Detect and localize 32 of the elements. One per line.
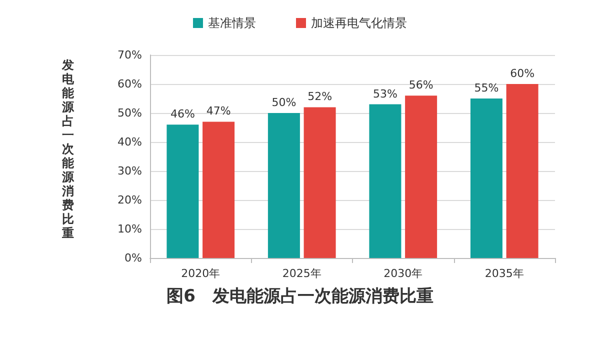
bar	[405, 96, 438, 258]
y-tick-label: 10%	[118, 222, 142, 236]
data-label: 47%	[206, 104, 231, 118]
data-label: 56%	[408, 78, 434, 92]
text: 发电能源占一次能源消费比重	[62, 58, 74, 240]
y-tick-label: 60%	[118, 78, 142, 90]
data-label: 52%	[308, 90, 332, 104]
bar	[470, 98, 502, 258]
text: 图6 发电能源占一次能源消费比重	[166, 286, 434, 306]
y-tick-label: 30%	[118, 164, 142, 178]
y-tick-label: 20%	[118, 194, 142, 206]
data-label: 50%	[272, 96, 296, 109]
x-tick-label: 2025年	[282, 267, 322, 280]
data-label: 60%	[510, 67, 535, 80]
bar	[506, 84, 538, 258]
data-label: 53%	[372, 87, 398, 100]
bar	[268, 113, 300, 258]
bar	[304, 107, 336, 258]
y-tick-label: 0%	[124, 252, 142, 264]
y-tick-label: 50%	[118, 106, 142, 120]
legend-label: 加速再电气化情景	[311, 16, 407, 30]
x-tick-label: 2030年	[384, 267, 423, 280]
x-tick-label: 2035年	[484, 267, 524, 280]
data-label: 55%	[474, 82, 499, 94]
bar	[369, 104, 402, 258]
legend-label: 基准情景	[208, 16, 256, 30]
x-tick-label: 2020年	[181, 267, 220, 280]
data-label: 46%	[170, 108, 195, 121]
bar	[166, 124, 199, 258]
bar	[202, 122, 235, 258]
y-tick-label: 70%	[118, 48, 142, 62]
y-tick-label: 40%	[118, 136, 142, 148]
